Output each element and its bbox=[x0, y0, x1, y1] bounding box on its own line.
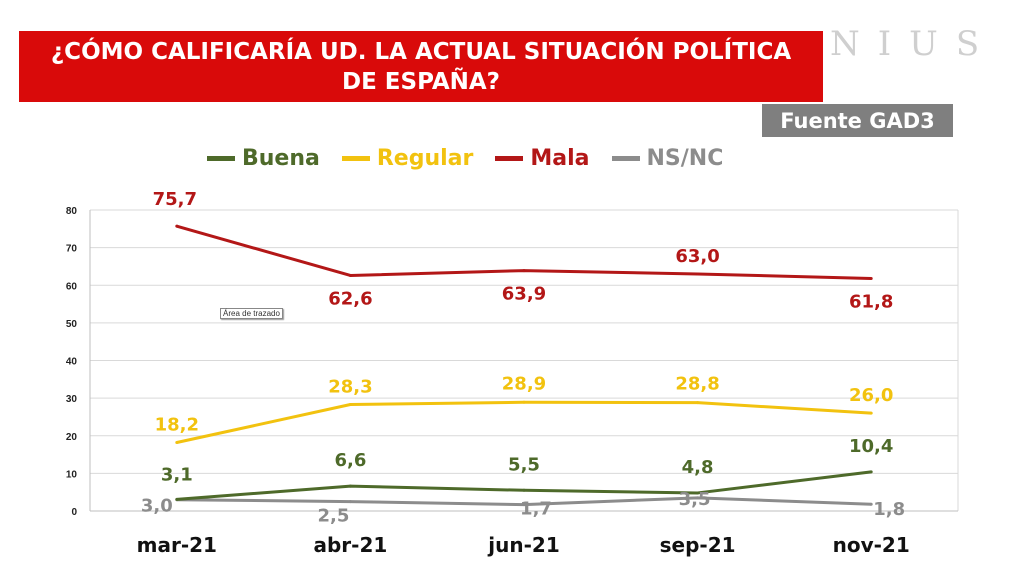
data-label-mala: 63,0 bbox=[675, 246, 719, 267]
data-point-mala bbox=[348, 273, 352, 277]
data-point-regular bbox=[869, 411, 873, 415]
legend-label-regular: Regular bbox=[376, 146, 474, 171]
x-tick-label: nov-21 bbox=[833, 533, 910, 557]
legend-swatch-nsnc bbox=[611, 156, 640, 161]
data-point-regular bbox=[696, 401, 700, 405]
series-line-regular bbox=[176, 400, 872, 444]
data-point-buena bbox=[175, 497, 179, 501]
data-label-buena: 3,1 bbox=[161, 464, 193, 485]
data-label-mala: 63,9 bbox=[502, 284, 546, 305]
plot-area-tooltip: Área de trazado bbox=[220, 308, 283, 319]
source-badge: Fuente GAD3 bbox=[762, 104, 953, 137]
data-label-nsnc: 2,5 bbox=[317, 506, 349, 527]
y-tick-label: 60 bbox=[66, 281, 78, 292]
legend-swatch-mala bbox=[495, 156, 524, 161]
legend-item-nsnc: NS/NC bbox=[611, 146, 724, 171]
legend-swatch-buena bbox=[207, 156, 235, 161]
data-point-buena bbox=[522, 488, 526, 492]
data-point-nsnc bbox=[522, 503, 526, 507]
data-label-nsnc: 3,5 bbox=[679, 489, 711, 510]
legend-label-nsnc: NS/NC bbox=[646, 146, 724, 171]
x-tick-label: jun-21 bbox=[487, 533, 559, 557]
data-point-mala bbox=[175, 224, 179, 228]
data-point-buena bbox=[869, 470, 873, 474]
data-label-regular: 18,2 bbox=[155, 415, 199, 436]
legend-item-buena: Buena bbox=[207, 146, 320, 171]
x-tick-label: abr-21 bbox=[313, 533, 387, 557]
y-tick-label: 70 bbox=[66, 244, 78, 255]
data-label-mala: 62,6 bbox=[328, 288, 372, 309]
legend-label-mala: Mala bbox=[530, 146, 590, 171]
y-tick-label: 10 bbox=[66, 469, 78, 480]
data-label-buena: 5,5 bbox=[508, 454, 540, 475]
data-label-nsnc: 3,0 bbox=[141, 496, 173, 517]
chart-legend: Buena Regular Mala NS/NC bbox=[207, 146, 723, 171]
y-tick-label: 50 bbox=[66, 319, 78, 330]
data-label-nsnc: 1,8 bbox=[873, 499, 905, 520]
data-point-buena bbox=[696, 491, 700, 495]
data-label-regular: 26,0 bbox=[849, 385, 893, 406]
y-tick-label: 30 bbox=[66, 394, 78, 405]
data-label-nsnc: 1,7 bbox=[520, 499, 552, 520]
y-tick-label: 40 bbox=[66, 357, 78, 368]
data-label-buena: 6,6 bbox=[334, 450, 366, 471]
data-point-nsnc bbox=[348, 500, 352, 504]
series-line-buena bbox=[176, 470, 872, 501]
data-label-regular: 28,3 bbox=[328, 377, 372, 398]
y-tick-label: 20 bbox=[66, 432, 78, 443]
data-point-regular bbox=[348, 403, 352, 407]
data-label-regular: 28,9 bbox=[502, 373, 546, 394]
data-point-regular bbox=[175, 441, 179, 445]
data-label-regular: 28,8 bbox=[675, 374, 719, 395]
y-tick-label: 0 bbox=[71, 507, 77, 518]
data-label-buena: 4,8 bbox=[682, 457, 714, 478]
x-tick-label: mar-21 bbox=[137, 533, 217, 557]
data-point-nsnc bbox=[696, 496, 700, 500]
y-tick-label: 80 bbox=[66, 206, 78, 217]
legend-item-mala: Mala bbox=[495, 146, 590, 171]
data-point-regular bbox=[522, 400, 526, 404]
legend-label-buena: Buena bbox=[242, 146, 320, 171]
data-point-buena bbox=[348, 484, 352, 488]
chart-title: ¿CÓMO CALIFICARÍA UD. LA ACTUAL SITUACIÓ… bbox=[19, 31, 823, 102]
data-label-mala: 61,8 bbox=[849, 291, 893, 312]
data-label-buena: 10,4 bbox=[849, 436, 893, 457]
data-point-mala bbox=[869, 276, 873, 280]
data-point-mala bbox=[696, 272, 700, 276]
legend-swatch-regular bbox=[341, 156, 370, 161]
data-point-nsnc bbox=[869, 502, 873, 506]
legend-item-regular: Regular bbox=[341, 146, 474, 171]
x-tick-label: sep-21 bbox=[660, 533, 736, 557]
brand-logo-fragment: NIUS bbox=[830, 24, 998, 64]
data-label-mala: 75,7 bbox=[153, 189, 197, 210]
data-point-mala bbox=[522, 269, 526, 273]
